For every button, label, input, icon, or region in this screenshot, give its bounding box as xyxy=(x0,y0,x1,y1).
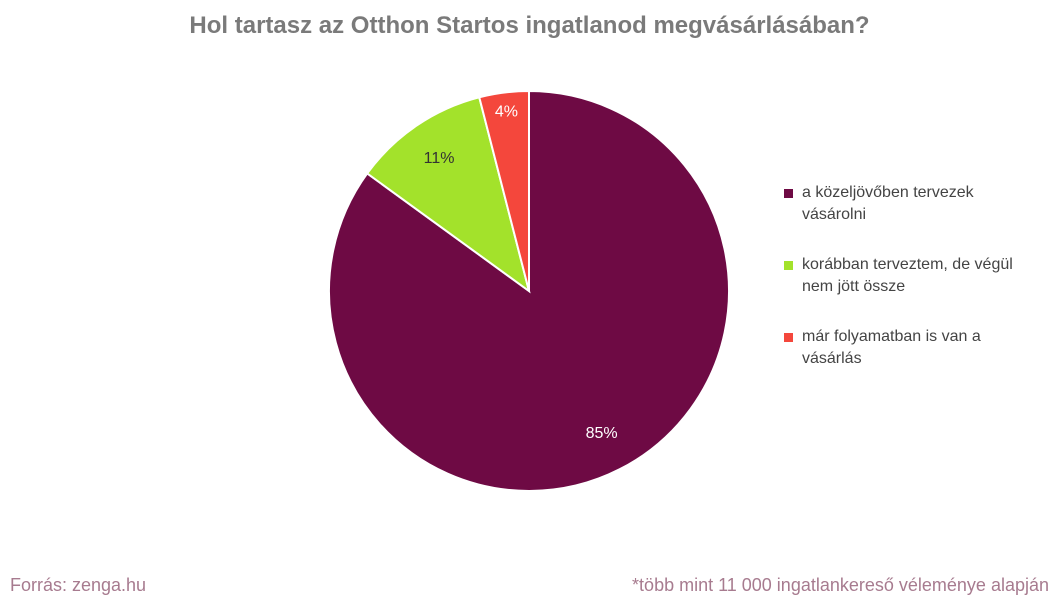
pie-label-0: 85% xyxy=(586,425,618,442)
pie-label-2: 4% xyxy=(495,104,518,121)
pie-slices xyxy=(328,89,730,492)
pie-label-1: 11% xyxy=(424,150,455,167)
legend-item-0: a közeljövőben tervezek vásárolni xyxy=(780,182,1040,226)
legend-swatch-1 xyxy=(784,261,793,270)
chart-title: Hol tartasz az Otthon Startos ingatlanod… xyxy=(189,12,870,39)
source-text: Forrás: zenga.hu xyxy=(10,575,147,595)
legend-item-1: korábban terveztem, de végül nem jött ös… xyxy=(780,254,1040,298)
legend-swatch-2 xyxy=(784,333,793,342)
pie-labels: 85% 11% 4% xyxy=(424,104,618,442)
legend-swatch-0 xyxy=(784,189,793,198)
pie-slice-2 xyxy=(478,89,530,292)
legend: a közeljövőben tervezek vásárolni korább… xyxy=(780,182,1040,398)
legend-item-2: már folyamatban is van a vásárlás xyxy=(780,326,1040,370)
legend-label-1: korábban terveztem, de végül nem jött ös… xyxy=(802,256,1013,295)
legend-label-0: a közeljövőben tervezek vásárolni xyxy=(802,184,974,223)
pie-slice-1 xyxy=(365,96,531,294)
legend-label-2: már folyamatban is van a vásárlás xyxy=(802,328,981,367)
footnote-text: *több mint 11 000 ingatlankereső vélemén… xyxy=(632,575,1049,595)
